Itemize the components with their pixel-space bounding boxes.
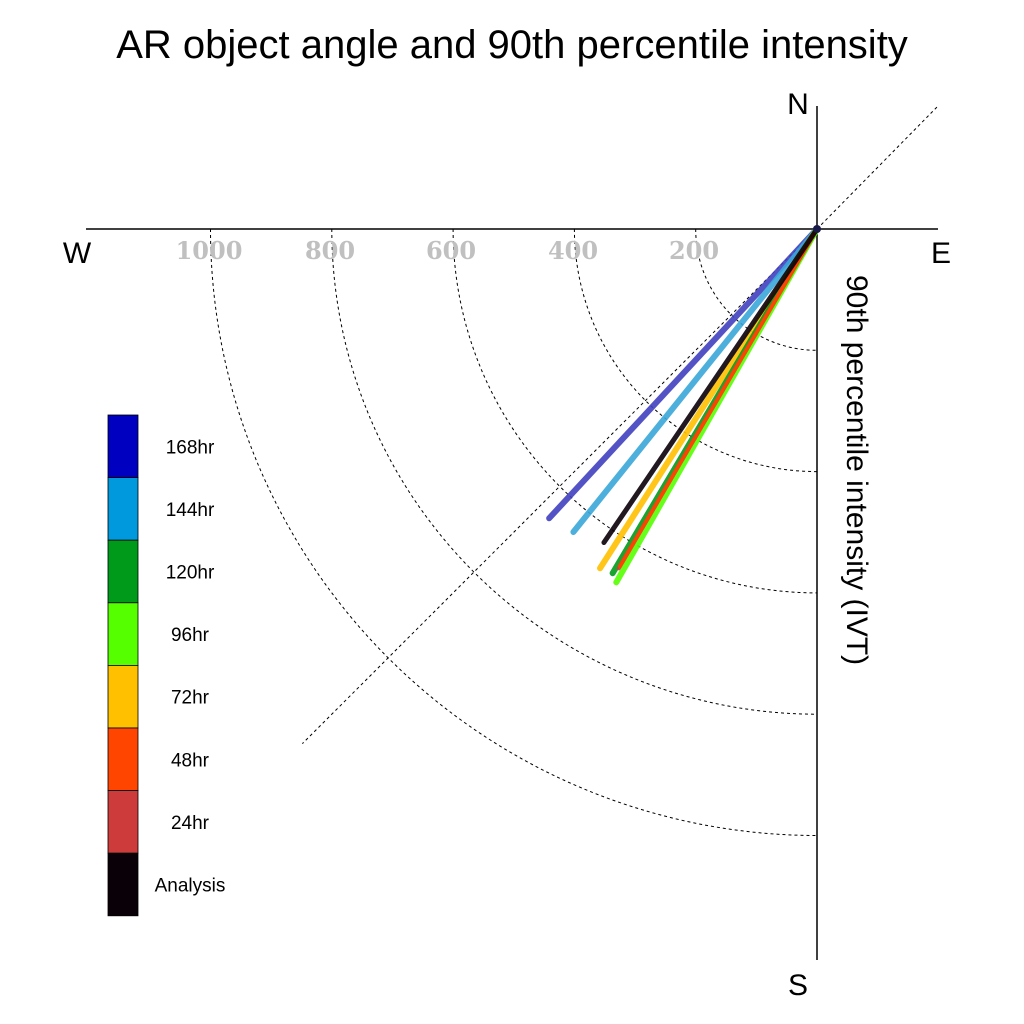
series-line-168hr xyxy=(546,226,820,522)
legend-label-168hr: 168hr xyxy=(166,437,215,458)
legend-label-72hr: 72hr xyxy=(171,688,210,709)
legend-swatch-72hr xyxy=(107,665,139,729)
legend-swatch-analysis xyxy=(107,852,139,917)
legend-swatch-48hr xyxy=(107,727,139,791)
radial-tick-labels: 200 400 600 800 1000 xyxy=(176,236,719,265)
chart-title: AR object angle and 90th percentile inte… xyxy=(116,23,908,67)
series-line-analysis xyxy=(601,226,820,546)
south-label: S xyxy=(788,969,808,1002)
legend-swatch-120hr xyxy=(107,539,139,604)
y-axis-label: 90th percentile intensity (IVT) xyxy=(840,275,873,665)
tick-label-600: 600 xyxy=(426,236,476,265)
west-label: W xyxy=(63,237,92,270)
series-lines xyxy=(546,225,821,586)
tick-label-800: 800 xyxy=(305,236,355,265)
radial-grid xyxy=(210,228,818,836)
legend-label-144hr: 144hr xyxy=(166,500,215,521)
legend-label-analysis: Analysis xyxy=(155,876,226,897)
grid-arc-800 xyxy=(331,228,818,715)
grid-arc-200 xyxy=(695,228,818,351)
legend-swatch-144hr xyxy=(107,477,139,541)
tick-label-400: 400 xyxy=(548,236,598,265)
north-label: N xyxy=(787,88,809,121)
legend-label-48hr: 48hr xyxy=(171,750,210,771)
series-line-48hr xyxy=(617,227,819,569)
legend-label-24hr: 24hr xyxy=(171,813,210,834)
origin-marker xyxy=(813,225,821,233)
legend-swatch-168hr xyxy=(107,414,139,478)
legend: 168hr 144hr 120hr 96hr 72hr 48hr 24hr Analysis xyxy=(107,414,226,917)
legend-swatch-24hr xyxy=(107,790,139,854)
legend-swatch-96hr xyxy=(107,602,139,666)
compass-axes xyxy=(86,105,939,960)
diagonal-ne-line xyxy=(816,105,939,230)
tick-label-1000: 1000 xyxy=(176,236,243,265)
grid-arc-600 xyxy=(452,228,818,594)
series-line-144hr xyxy=(570,226,820,535)
east-label: E xyxy=(931,237,951,270)
legend-label-96hr: 96hr xyxy=(171,625,210,646)
tick-label-200: 200 xyxy=(669,236,719,265)
grid-diagonal-sw xyxy=(302,228,818,744)
legend-label-120hr: 120hr xyxy=(166,563,215,584)
grid-arc-400 xyxy=(573,228,818,473)
